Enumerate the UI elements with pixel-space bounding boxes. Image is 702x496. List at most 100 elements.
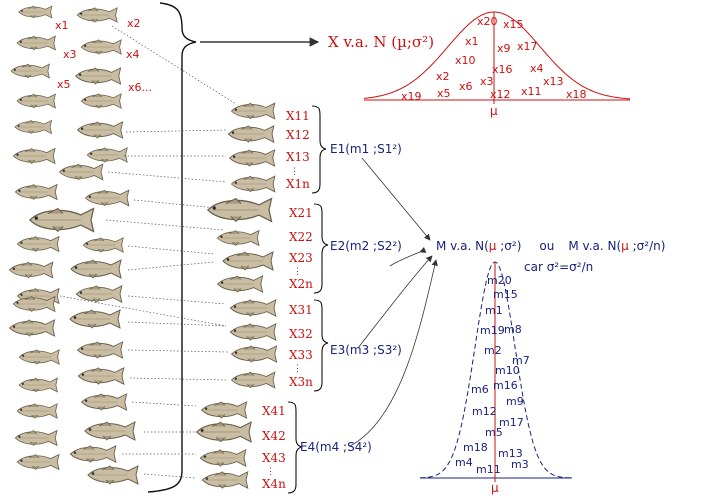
fish-icon [18,377,58,393]
fish-icon [231,371,276,389]
sample-mean-normal-curve: µ [420,261,573,495]
curve-label: x10 [455,54,476,67]
population-label: x5 [57,78,71,91]
sample-mean-curve-labels: m20 m15 m1 m19 m8 m2 m7 m10 m6 m16 m9 m1… [455,274,530,476]
sample-item-label: X1n [286,177,310,191]
fish-icon [59,163,104,181]
curve-label: x16 [492,63,513,76]
fish-icon [229,323,277,341]
fish-icon [12,148,56,164]
fish-icon [80,39,122,55]
fish-icon [18,349,60,365]
fish-icon [85,189,130,207]
sample-item-label: X31 [289,303,313,317]
curve-label: m2 [484,344,502,357]
curve-label: m17 [499,416,524,429]
fish-icon [207,197,273,223]
curve-label: m19 [480,324,505,337]
sample-item-label: X2n [289,277,313,291]
curve-label: m10 [495,364,520,377]
fish-icon [217,275,264,293]
sample-labels: X11 X12 X13 ⋮ X1n X21 X22 X23 ⋮ X2n X31 … [262,109,313,491]
fish-icon [199,449,247,467]
sample-item-label: ⋮ [293,364,302,374]
curve-label: x15 [503,18,524,31]
sample-stat-label: E3(m3 ;S3²) [330,343,402,357]
fish-icon [69,309,121,329]
fish-icon [80,93,122,109]
fish-icon [77,367,125,385]
fish-icon [229,149,276,167]
fish-icon [9,319,56,337]
fish-icon [14,119,53,135]
curve-label: m5 [485,426,503,439]
sample-item-label: X42 [262,429,286,443]
sample-item-label: X13 [286,150,310,164]
curve-label: m11 [476,463,501,476]
curve-label: x4 [530,62,544,75]
fish-icon [29,207,95,233]
sample-stat-label: E1(m1 ;S1²) [330,142,402,156]
sample-item-label: X32 [289,327,313,341]
fish-icon [222,251,274,271]
population-brace [147,2,197,493]
fish-icon [18,5,53,19]
curve-label: m6 [471,383,489,396]
sample-item-label: ⋮ [290,167,299,177]
fish-icon [227,125,275,143]
fish-icon [16,35,56,51]
fish-icon [77,341,124,359]
fish-icon [82,237,124,253]
sample-item-label: ⋮ [266,467,275,477]
population-labels: x1 x2 x3 x4 x5 x6... [55,17,152,94]
curve-label: m9 [506,395,524,408]
selection-lines [59,25,237,479]
fish-icon [10,63,50,79]
curve-label: x1 [465,35,479,48]
fish-icon [76,7,118,23]
fish-icon [86,147,128,163]
population-label: x6... [128,81,152,94]
population-curve-labels: x20 x15 x1 x9 x17 x10 x16 x4 x2 x6 x3 x1… [401,15,587,103]
fish-icon [229,299,277,317]
sample-item-label: X23 [289,251,313,265]
population-label: x4 [126,48,140,61]
sample-stat-labels: E1(m1 ;S1²) E2(m2 ;S2²) E3(m3 ;S3²) E4(m… [300,142,402,454]
fish-icon [75,285,123,303]
fish-icon [70,259,122,279]
curve-label: m12 [472,405,497,418]
curve-label: m3 [511,458,529,471]
mu-label: µ [491,481,499,495]
sample-stat-label: E4(m4 ;S4²) [300,440,372,454]
fish-icon [201,471,249,489]
sample-item-label: X33 [289,348,313,362]
sample-item-label: X3n [289,375,313,389]
fish-icon [16,93,56,109]
fish-icon [81,393,128,411]
curve-label: x11 [521,85,542,98]
curve-label: m1 [485,304,503,317]
fish-icon [231,102,276,120]
fish-icon [84,421,136,441]
population-normal-curve: µ [363,11,631,118]
curve-label: m18 [463,441,488,454]
curve-label: x12 [490,88,511,101]
sample-item-label: X41 [262,404,286,418]
curve-label: m7 [512,354,530,367]
curve-label: x2 [436,70,450,83]
curve-label: x9 [497,42,511,55]
sample-mean-formula: M v.a. N(µ ;σ²) ou M v.a. N(µ ;σ²/n) car σ… [436,239,665,274]
population-fish-group [9,5,139,485]
fish-icon [16,454,60,470]
population-label: x1 [55,19,69,32]
sample-item-label: X11 [286,109,310,123]
fish-icon [14,430,58,446]
curve-label: m15 [493,288,518,301]
fish-icon [14,184,58,200]
curve-label: x20 [477,15,498,28]
curve-label: m4 [455,456,473,469]
fish-icon [77,121,124,139]
fish-icon [75,67,122,85]
curve-label: x13 [543,75,564,88]
